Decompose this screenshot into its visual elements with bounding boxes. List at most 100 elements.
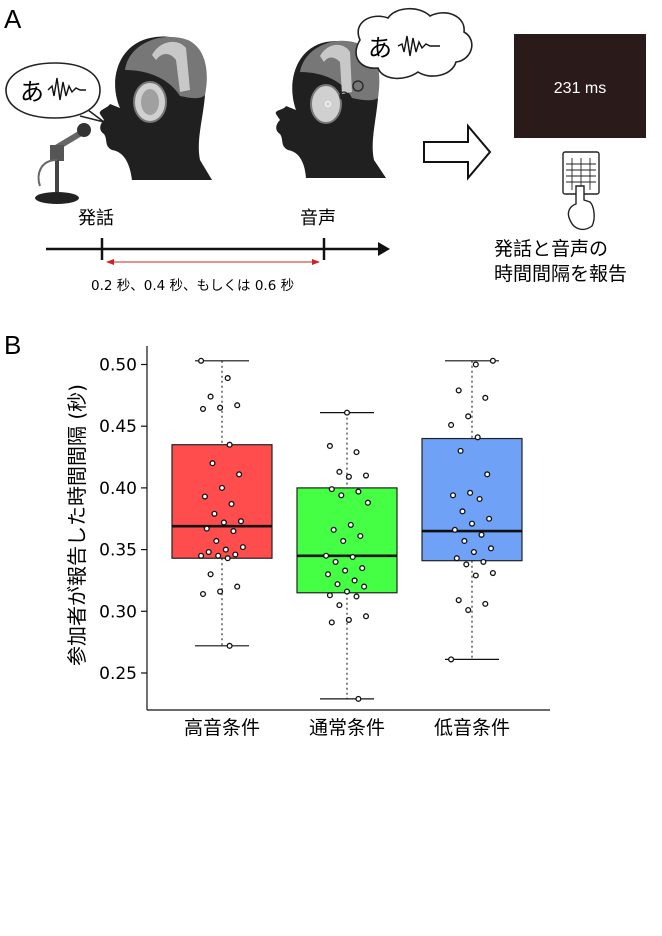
data-point bbox=[217, 588, 224, 595]
data-point bbox=[347, 521, 354, 528]
data-point bbox=[349, 553, 356, 561]
data-point bbox=[336, 468, 343, 475]
data-point bbox=[470, 549, 477, 556]
data-point bbox=[343, 409, 351, 416]
data-point bbox=[326, 592, 333, 599]
data-point bbox=[330, 526, 337, 533]
data-point bbox=[362, 613, 370, 620]
box-plot: 参加者が報告した時間間隔 (秒) 0.25 0.30 0.35 0.40 0.45 0.5… bbox=[65, 346, 550, 739]
data-point bbox=[199, 590, 207, 598]
x-tick-label: 低音条件 bbox=[434, 717, 510, 739]
data-point bbox=[489, 357, 496, 364]
data-point bbox=[324, 571, 332, 578]
screen-text: 231 ms bbox=[554, 80, 606, 97]
data-point bbox=[453, 555, 460, 562]
data-point bbox=[364, 499, 371, 506]
y-tick-label: 0.45 bbox=[99, 417, 137, 437]
x-tick-label: 高音条件 bbox=[184, 717, 260, 739]
task-line2: 時間間隔を報告 bbox=[494, 263, 627, 285]
data-point bbox=[226, 441, 233, 448]
data-point bbox=[205, 549, 212, 556]
data-point bbox=[209, 460, 216, 467]
hollow-arrow-icon bbox=[423, 123, 492, 181]
data-point bbox=[484, 471, 491, 478]
data-point bbox=[359, 565, 366, 572]
data-point bbox=[482, 600, 489, 607]
data-point bbox=[199, 405, 207, 412]
y-tick-label: 0.30 bbox=[99, 602, 137, 622]
data-point bbox=[224, 555, 231, 562]
data-point bbox=[323, 552, 330, 559]
box-0 bbox=[171, 444, 273, 559]
data-point bbox=[461, 537, 468, 545]
data-point bbox=[226, 642, 233, 649]
data-point bbox=[351, 577, 358, 584]
data-point bbox=[472, 361, 479, 368]
data-point bbox=[353, 593, 360, 600]
data-point bbox=[230, 528, 237, 535]
data-point bbox=[472, 572, 479, 579]
data-point bbox=[198, 552, 205, 559]
data-point bbox=[357, 532, 364, 540]
data-point bbox=[489, 569, 496, 577]
data-point bbox=[449, 492, 457, 499]
data-point bbox=[237, 518, 245, 525]
data-point bbox=[213, 537, 220, 545]
data-point bbox=[467, 489, 474, 496]
x-tick-label: 通常条件 bbox=[309, 717, 385, 739]
data-point bbox=[217, 404, 224, 411]
data-point bbox=[234, 583, 241, 590]
response-screen bbox=[514, 34, 646, 138]
data-point bbox=[353, 449, 360, 456]
waveform-icon bbox=[47, 77, 86, 101]
data-point bbox=[465, 607, 472, 614]
y-tick-label: 0.50 bbox=[99, 356, 137, 376]
data-point bbox=[487, 545, 495, 552]
data-point bbox=[343, 588, 351, 595]
data-point bbox=[340, 537, 347, 545]
data-point bbox=[448, 421, 455, 429]
data-point bbox=[465, 413, 472, 420]
y-tick-label: 0.40 bbox=[99, 479, 137, 499]
thought-bubble-char: あ bbox=[368, 34, 392, 62]
speech-bubble: あ bbox=[5, 62, 105, 123]
keypad-icon bbox=[562, 151, 600, 231]
data-point bbox=[459, 508, 466, 515]
data-point bbox=[355, 695, 362, 702]
data-point bbox=[326, 442, 333, 449]
data-point bbox=[332, 558, 339, 565]
data-point bbox=[468, 520, 476, 527]
data-point bbox=[342, 567, 349, 574]
data-point bbox=[486, 515, 493, 522]
data-point bbox=[203, 525, 210, 532]
box-2 bbox=[421, 437, 523, 562]
data-point bbox=[478, 531, 485, 538]
hand-icon bbox=[567, 185, 595, 231]
delay-text: 0.2 秒、0.4 秒、もしくは 0.6 秒 bbox=[91, 278, 294, 294]
task-line1: 発話と音声の bbox=[494, 238, 608, 260]
data-point bbox=[476, 495, 483, 503]
data-point bbox=[345, 473, 352, 480]
waveform-icon bbox=[397, 35, 440, 57]
delay-arrow bbox=[106, 259, 320, 265]
data-point bbox=[198, 357, 205, 364]
data-point bbox=[480, 558, 487, 565]
timeline-arrowhead bbox=[378, 242, 390, 256]
data-point bbox=[448, 656, 455, 663]
data-point bbox=[211, 510, 218, 517]
box-1 bbox=[296, 487, 398, 594]
data-point bbox=[334, 581, 341, 588]
panel-a-label: A bbox=[4, 4, 22, 34]
data-point bbox=[328, 619, 335, 626]
data-point bbox=[201, 493, 208, 500]
data-point bbox=[361, 583, 368, 590]
data-point bbox=[336, 602, 343, 609]
data-point bbox=[338, 492, 345, 499]
data-point bbox=[457, 447, 464, 454]
data-point bbox=[232, 551, 239, 558]
data-point bbox=[455, 597, 462, 604]
data-point bbox=[222, 546, 229, 553]
data-point bbox=[234, 402, 241, 409]
y-axis-label: 参加者が報告した時間間隔 (秒) bbox=[65, 384, 89, 666]
